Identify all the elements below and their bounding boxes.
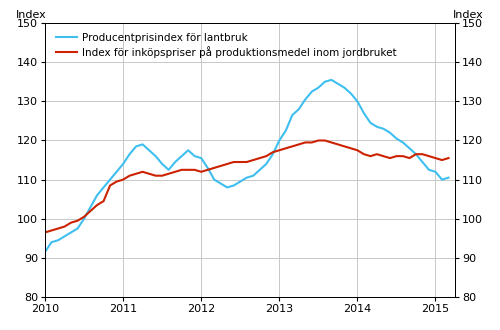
Producentprisindex för lantbruk — [244, 176, 250, 180]
Text: Index: Index — [453, 10, 484, 20]
Producentprisindex för lantbruk — [439, 178, 445, 182]
Index för inköpspriser på produktionsmedel inom jordbruket — [42, 230, 48, 234]
Index för inköpspriser på produktionsmedel inom jordbruket — [231, 160, 237, 164]
Line: Index för inköpspriser på produktionsmedel inom jordbruket: Index för inköpspriser på produktionsmed… — [45, 141, 448, 232]
Producentprisindex för lantbruk — [152, 154, 158, 158]
Producentprisindex för lantbruk — [166, 168, 172, 172]
Legend: Producentprisindex för lantbruk, Index för inköpspriser på produktionsmedel inom: Producentprisindex för lantbruk, Index f… — [54, 31, 399, 60]
Producentprisindex för lantbruk — [446, 176, 452, 180]
Index för inköpspriser på produktionsmedel inom jordbruket — [439, 158, 445, 162]
Producentprisindex för lantbruk — [42, 250, 48, 254]
Producentprisindex för lantbruk — [328, 78, 334, 82]
Index för inköpspriser på produktionsmedel inom jordbruket — [328, 141, 334, 145]
Producentprisindex för lantbruk — [231, 183, 237, 187]
Line: Producentprisindex för lantbruk: Producentprisindex för lantbruk — [45, 80, 448, 252]
Index för inköpspriser på produktionsmedel inom jordbruket — [446, 156, 452, 160]
Index för inköpspriser på produktionsmedel inom jordbruket — [244, 160, 250, 164]
Text: Index: Index — [16, 10, 47, 20]
Index för inköpspriser på produktionsmedel inom jordbruket — [316, 139, 322, 143]
Index för inköpspriser på produktionsmedel inom jordbruket — [166, 172, 172, 176]
Index för inköpspriser på produktionsmedel inom jordbruket — [152, 174, 158, 178]
Producentprisindex för lantbruk — [322, 80, 328, 84]
